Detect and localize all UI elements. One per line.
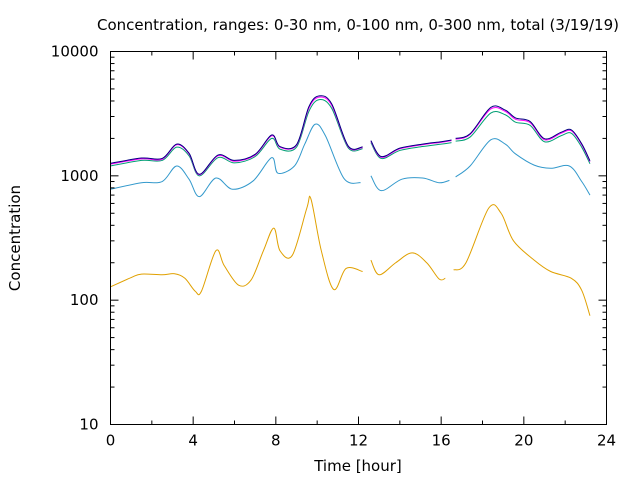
series-2-line-segment-2 (370, 175, 450, 192)
series-1-line-segment-2 (370, 252, 446, 281)
series-3-line-segment-1 (110, 99, 363, 177)
x-tick-label: 4 (188, 432, 198, 450)
plot-frame (110, 51, 607, 425)
series-layer (110, 95, 591, 316)
x-tick-label: 16 (432, 432, 451, 450)
series-4-line-segment-2 (370, 140, 452, 158)
series-2-line-segment-1 (110, 123, 361, 198)
x-tick-label: 20 (514, 432, 533, 450)
y-axis-label: Concentration (6, 185, 24, 291)
series-5-line-segment-2 (370, 139, 452, 158)
x-tick-label: 24 (597, 432, 616, 450)
x-axis: 0 4 8 12 16 20 24 (106, 51, 616, 450)
series-3 (110, 99, 591, 177)
series-2-line-segment-3 (455, 138, 591, 196)
series-1-line-segment-3 (453, 204, 591, 316)
x-tick-label: 0 (106, 432, 116, 450)
y-tick-label: 1000 (60, 167, 98, 185)
chart-title: Concentration, ranges: 0-30 nm, 0-100 nm… (97, 16, 619, 34)
series-5-line-segment-1 (110, 95, 363, 175)
series-4-line-segment-3 (455, 106, 591, 162)
series-2 (110, 123, 591, 198)
series-1-line-segment-1 (110, 195, 363, 296)
x-tick-label: 12 (349, 432, 368, 450)
series-4 (110, 96, 591, 176)
y-tick-label: 10000 (51, 43, 99, 61)
series-5-line-segment-3 (455, 105, 591, 162)
x-tick-label: 8 (271, 432, 281, 450)
series-3-line-segment-3 (455, 111, 591, 165)
series-1 (110, 195, 591, 316)
series-5 (110, 95, 591, 175)
y-tick-label: 100 (70, 291, 99, 309)
y-axis: 10 100 1000 10000 (51, 43, 607, 434)
series-3-line-segment-2 (370, 142, 452, 160)
y-tick-label: 10 (79, 416, 98, 434)
x-axis-label: Time [hour] (313, 457, 402, 475)
